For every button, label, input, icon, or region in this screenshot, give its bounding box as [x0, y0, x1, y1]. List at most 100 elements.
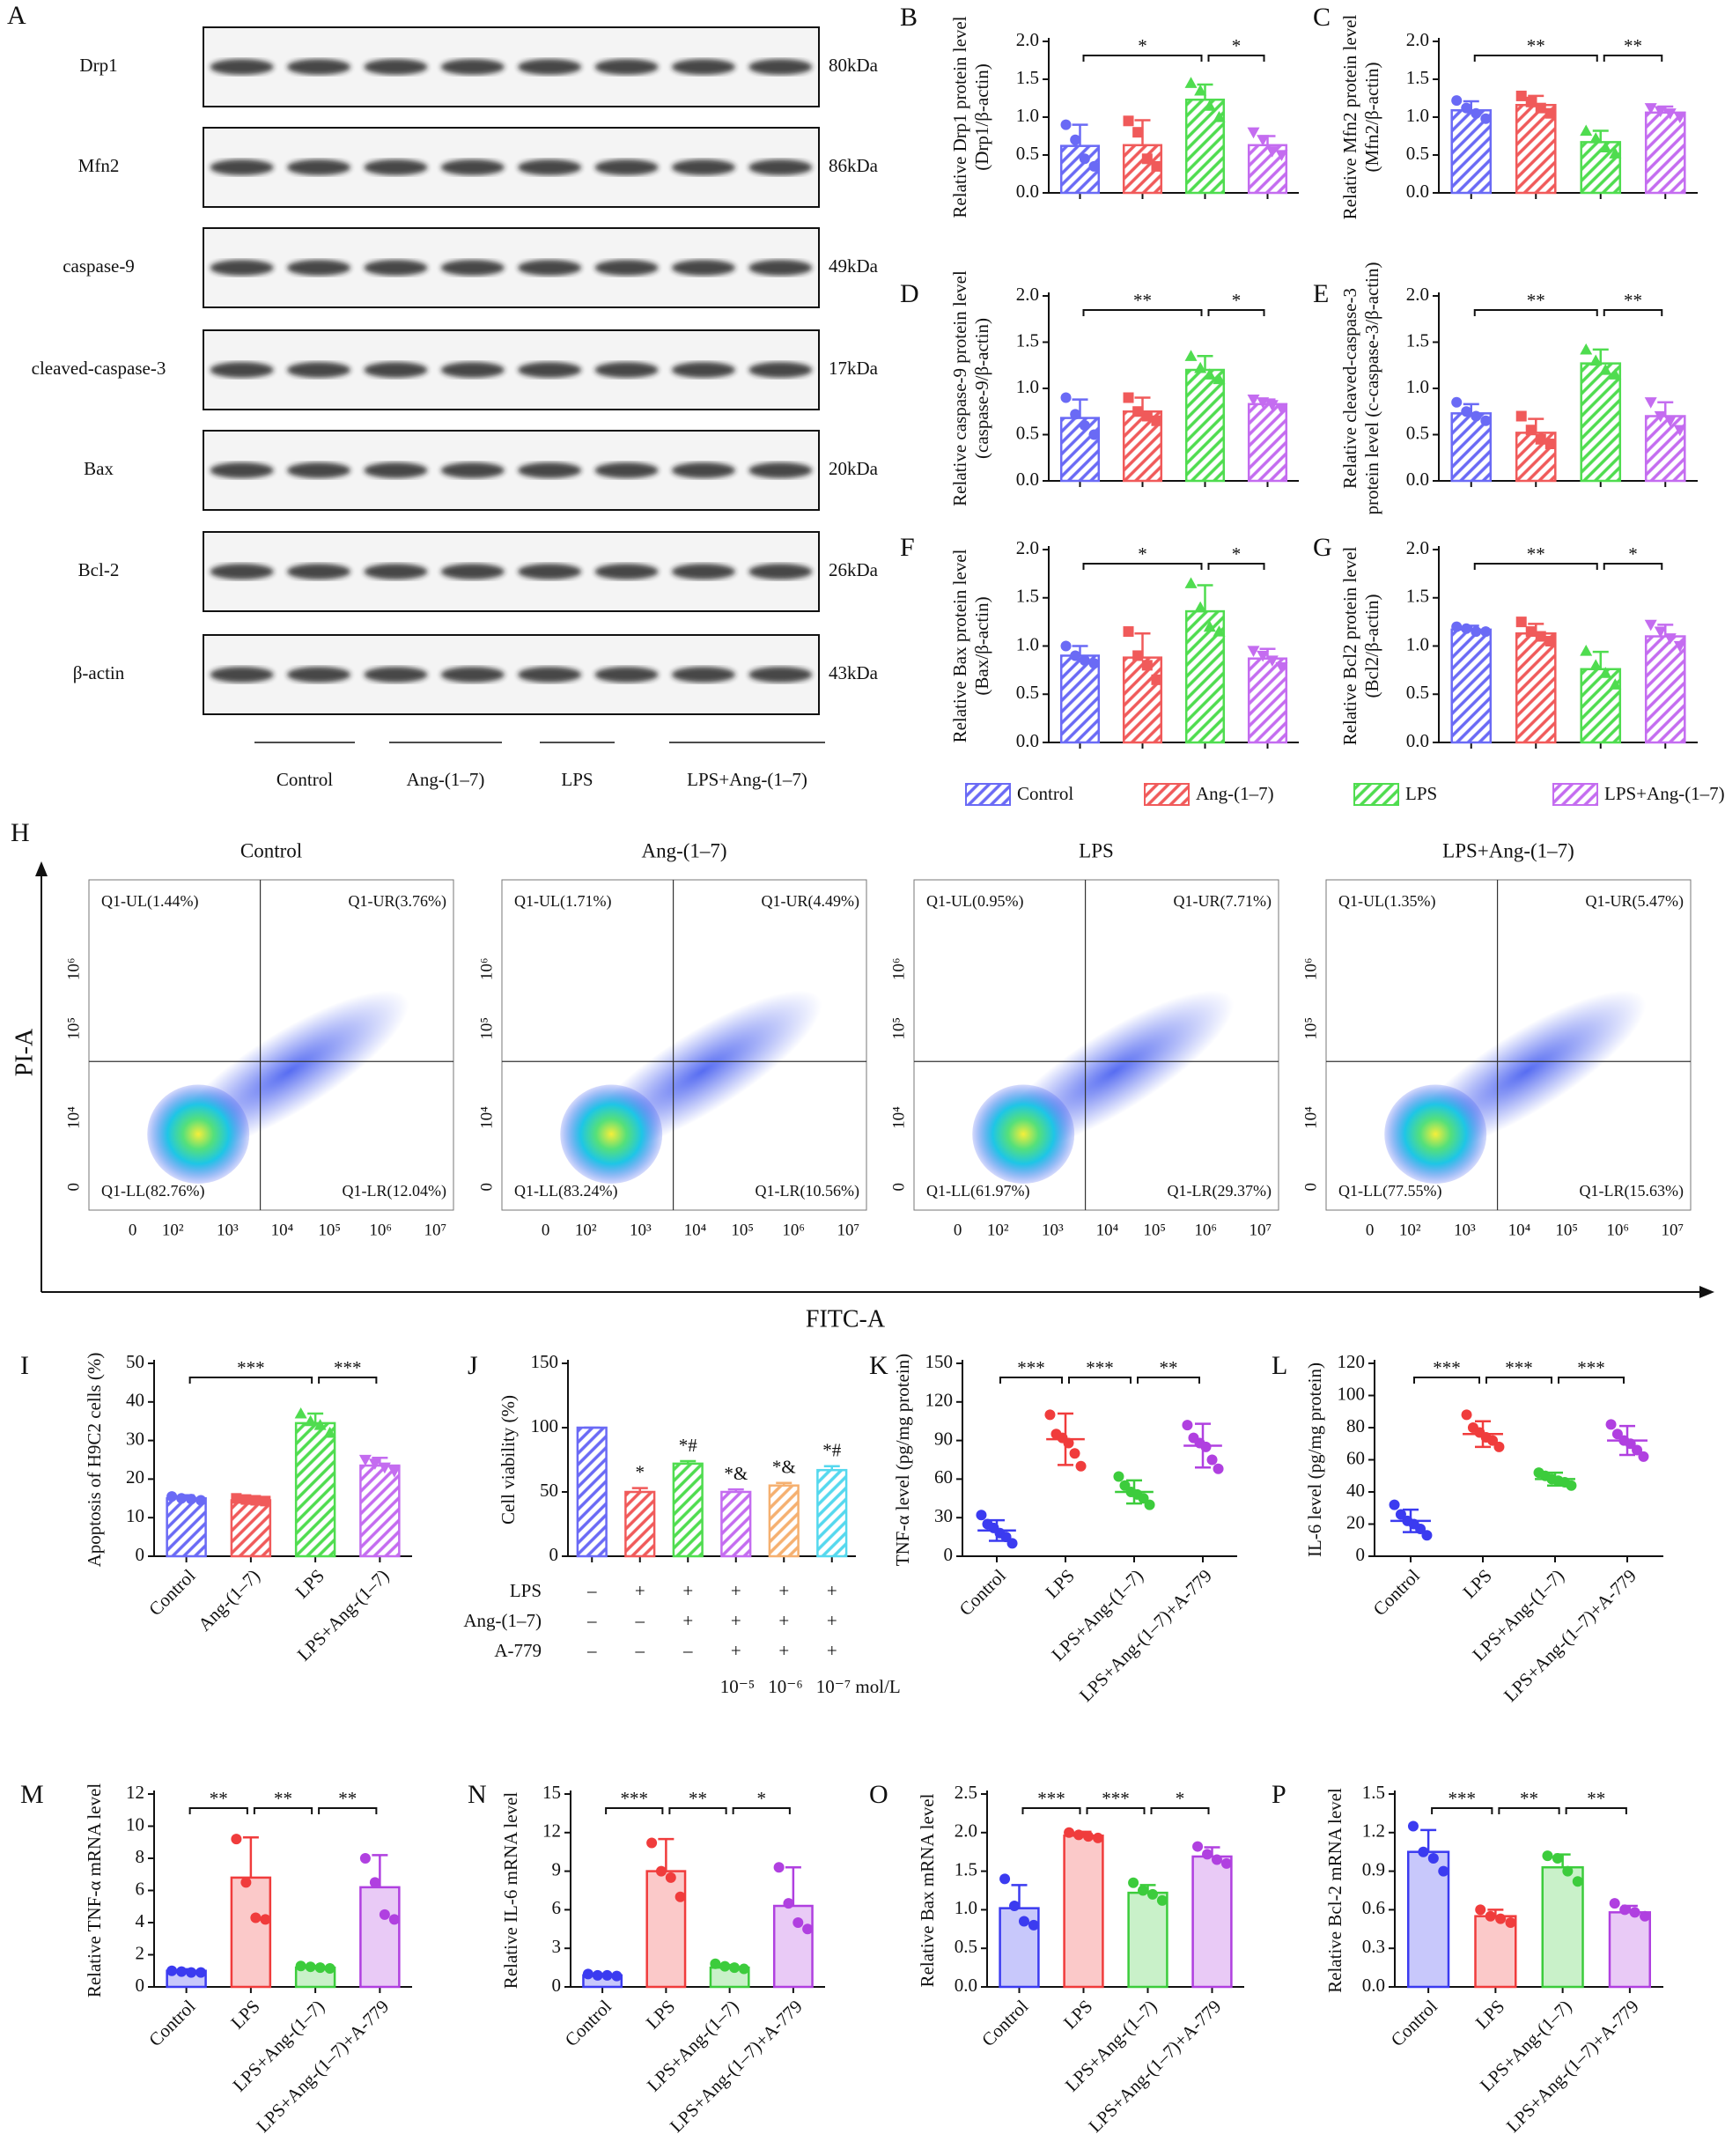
blot-band	[440, 362, 505, 378]
data-point	[1073, 1829, 1085, 1841]
data-point	[773, 1862, 785, 1873]
significance-label: ***	[1086, 1357, 1114, 1378]
significance-bracket	[1473, 563, 1598, 570]
data-point	[1060, 392, 1072, 403]
x-tick-label: 10⁶	[782, 1221, 805, 1239]
significance-label: **	[274, 1788, 292, 1809]
blot-band	[440, 462, 505, 478]
y-tick-label: 150	[531, 1351, 559, 1372]
data-point	[1141, 153, 1153, 165]
blot-band	[671, 362, 735, 378]
x-tick-label: 10²	[1399, 1221, 1421, 1239]
data-point	[1632, 1444, 1643, 1456]
blot-band	[748, 564, 813, 580]
table-mark: +	[635, 1580, 645, 1601]
group-label: LPS+Ang-(1–7)	[687, 769, 807, 790]
y-tick-label: 0	[477, 1183, 496, 1192]
bar	[1063, 1835, 1104, 1989]
table-mark: –	[635, 1640, 645, 1661]
blot-band	[364, 260, 428, 276]
blot-row-label: Bcl-2	[78, 559, 120, 580]
bar	[772, 1904, 814, 1989]
y-axis-label: (Bax/β-actin)	[971, 596, 992, 695]
data-point	[1461, 406, 1472, 417]
x-tick-label: 10⁶	[1606, 1221, 1629, 1239]
data-point	[1566, 1480, 1577, 1491]
blot-band	[518, 564, 582, 580]
significance-bracket	[1498, 1807, 1560, 1814]
blot-band	[671, 667, 735, 683]
bar	[1450, 109, 1493, 195]
plot-frame	[88, 879, 454, 1211]
data-point	[1184, 77, 1198, 88]
data-point	[1542, 1850, 1553, 1862]
y-tick-label: 9	[552, 1858, 562, 1879]
data-point	[1544, 439, 1556, 449]
y-tick-label: 10⁶	[477, 957, 496, 980]
y-tick-label: 150	[925, 1351, 954, 1372]
data-point	[1572, 1876, 1583, 1887]
x-tick-label: 10⁴	[1508, 1221, 1531, 1239]
data-point	[388, 1914, 400, 1925]
significance-bracket	[318, 1807, 378, 1814]
blot-band	[594, 260, 659, 276]
data-point	[1673, 640, 1686, 653]
data-point	[1156, 1894, 1168, 1906]
bar	[1122, 656, 1163, 744]
plot-frame	[1325, 879, 1692, 1211]
quadrant-label: Q1-LL(77.55%)	[1338, 1182, 1441, 1200]
y-tick-label: 10⁴	[1301, 1106, 1320, 1129]
blot-band	[440, 59, 505, 75]
data-point	[379, 1909, 390, 1920]
blot-band	[364, 462, 428, 478]
blot-band	[440, 667, 505, 683]
data-point	[1213, 373, 1226, 385]
data-point	[1589, 659, 1603, 670]
data-point	[1515, 410, 1527, 422]
data-point	[1480, 415, 1492, 426]
bar	[1515, 632, 1557, 744]
blot-band	[748, 667, 813, 683]
x-tick-label: 10⁵	[1555, 1221, 1578, 1239]
axes	[1374, 1360, 1663, 1557]
data-point	[1202, 1849, 1213, 1860]
bar	[768, 1484, 800, 1558]
blot-band	[287, 260, 351, 276]
y-axis-label: Relative Bax protein level	[949, 549, 970, 742]
data-point	[1505, 1917, 1516, 1928]
event-cloud	[560, 1084, 663, 1184]
data-point	[1151, 674, 1162, 685]
significance-bracket	[1207, 563, 1265, 570]
blot-band	[440, 260, 505, 276]
blot-band	[594, 667, 659, 683]
significance-label: *	[1628, 543, 1638, 565]
plot-title: Ang-(1–7)	[641, 839, 726, 861]
x-tick-label: 0	[954, 1221, 962, 1239]
data-point	[186, 1967, 197, 1978]
data-point	[313, 1419, 327, 1430]
y-tick-label: 0.9	[1362, 1858, 1385, 1879]
data-point	[738, 1963, 749, 1975]
bar	[1580, 362, 1622, 483]
y-tick-label: 1.0	[1016, 105, 1039, 126]
bar	[1059, 654, 1101, 744]
data-point	[1663, 416, 1677, 427]
y-tick-label: 1.5	[1016, 67, 1039, 88]
y-tick-label: 10⁵	[477, 1017, 496, 1040]
data-point	[1438, 1865, 1449, 1877]
significance-bracket	[1082, 55, 1203, 62]
significance-label: **	[689, 1788, 707, 1809]
data-point	[1075, 1460, 1087, 1472]
y-tick-label: 1.5	[1406, 67, 1429, 88]
significance-label: *#	[679, 1435, 698, 1456]
data-point	[1247, 395, 1260, 406]
quadrant-label: Q1-LR(29.37%)	[1168, 1182, 1272, 1200]
data-point	[1200, 1441, 1212, 1452]
data-point	[802, 1923, 814, 1935]
data-point	[1141, 410, 1153, 422]
x-tick-label: 0	[542, 1221, 550, 1239]
y-tick-label: 10⁶	[1301, 957, 1320, 980]
significance-bracket	[188, 1377, 313, 1384]
significance-label: *	[1232, 543, 1242, 565]
y-tick-label: 0.5	[955, 1936, 977, 1957]
